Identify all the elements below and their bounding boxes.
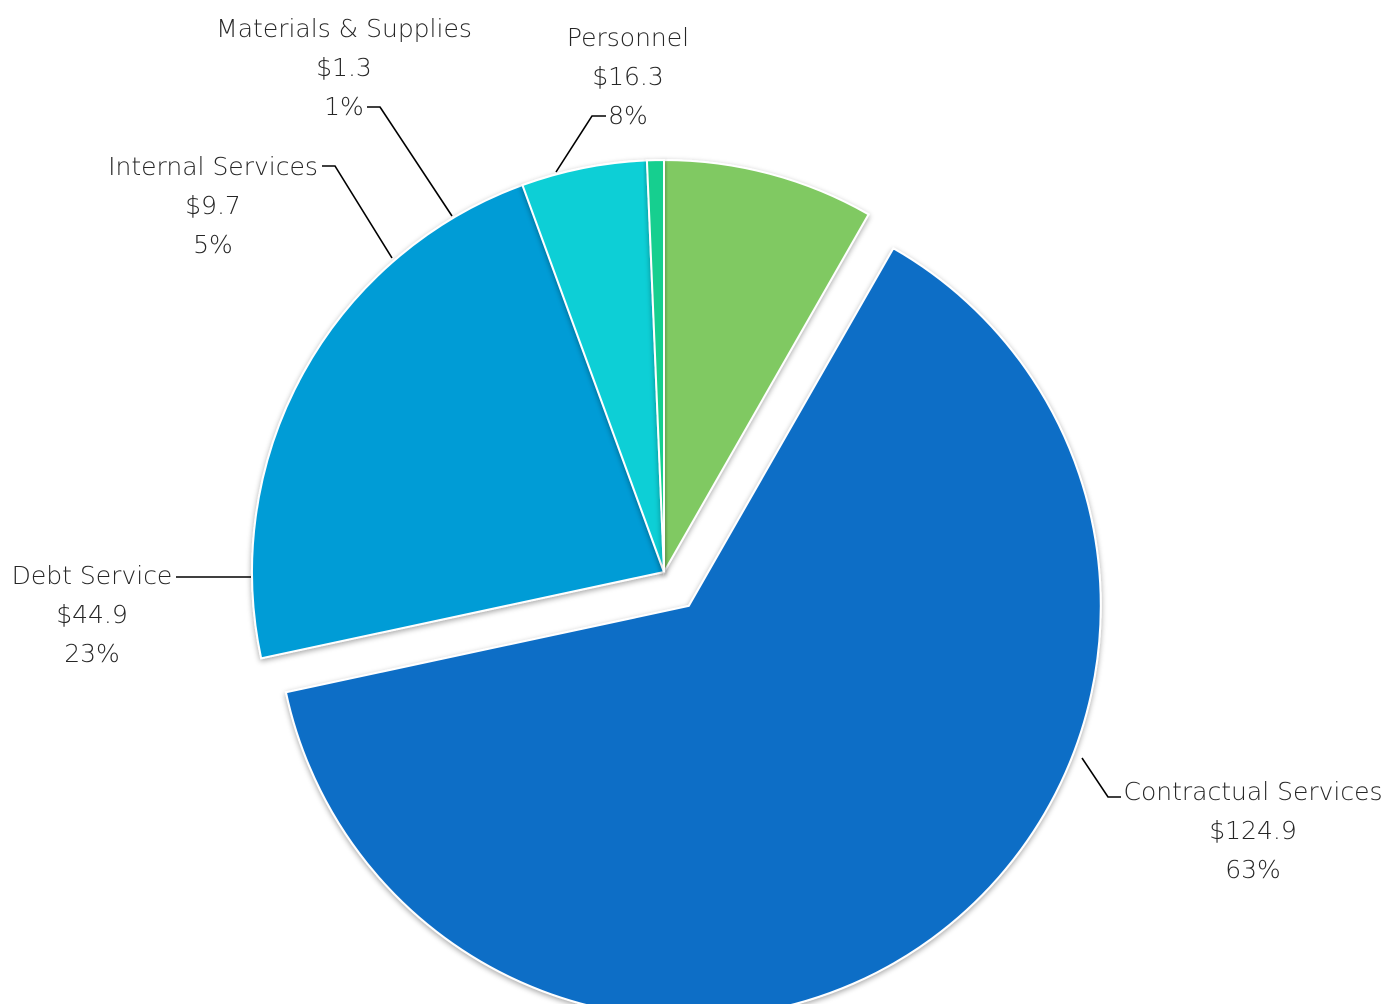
slice-label-percent-personnel: 8% (608, 101, 648, 130)
slice-label-percent-contractual-services: 63% (1225, 855, 1281, 884)
slice-label-percent-materials-supplies: 1% (324, 92, 364, 121)
slice-label-value-internal-services: $9.7 (185, 191, 241, 220)
slice-label-name-debt-service: Debt Service (12, 561, 173, 590)
leader-line-materials-supplies (367, 106, 453, 217)
slice-label-value-materials-supplies: $1.3 (316, 53, 372, 82)
leader-line-contractual-services (1081, 757, 1121, 798)
pie-slices (251, 158, 1102, 1004)
pie-labels: Personnel $16.3 8% Contractual Services $124… (12, 14, 1383, 884)
slice-label-percent-internal-services: 5% (193, 230, 233, 259)
pie-slice-personnel (663, 158, 870, 576)
slice-label-value-personnel: $16.3 (592, 62, 664, 91)
slice-label-name-contractual-services: Contractual Services (1123, 777, 1382, 806)
slice-label-value-contractual-services: $124.9 (1209, 816, 1296, 845)
pie-slice-debt-service (251, 183, 666, 660)
slice-label-name-materials-supplies: Materials & Supplies (216, 14, 472, 43)
slice-label-value-debt-service: $44.9 (56, 600, 128, 629)
slice-label-name-internal-services: Internal Services (108, 152, 318, 181)
pie-slice-contractual-services (284, 246, 1102, 1004)
pie-slice-materials-supplies (645, 158, 665, 573)
leader-line-personnel (555, 115, 606, 173)
leader-line-internal-services (322, 165, 393, 259)
slice-label-percent-debt-service: 23% (64, 639, 120, 668)
slice-label-name-personnel: Personnel (567, 23, 689, 52)
